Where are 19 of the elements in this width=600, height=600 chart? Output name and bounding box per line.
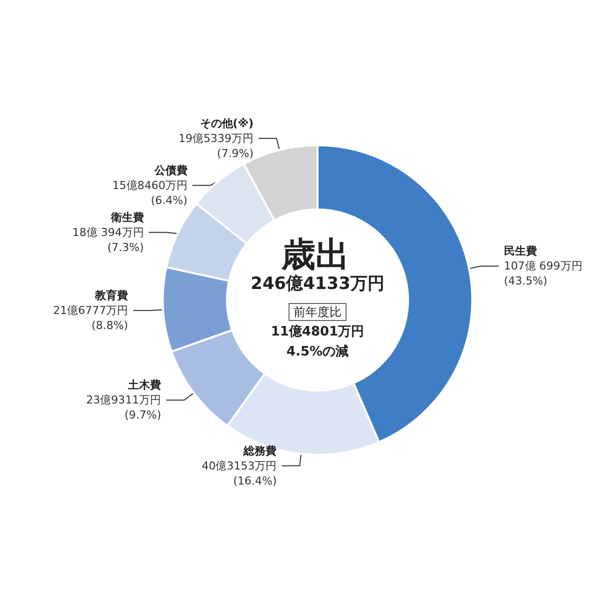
slice-label: 土木費: [127, 378, 162, 392]
data-label: 15億8460万円 (6.4%): [112, 178, 188, 207]
slice-label: 総務費: [242, 444, 277, 458]
data-label: 19億5339万円 (7.9%): [178, 132, 254, 160]
text: 4.5%の減: [286, 344, 349, 360]
text: 歳出: [280, 235, 350, 275]
data-label: 18億 394万円 (7.3%): [72, 226, 144, 254]
text: 11億4801万円: [270, 324, 364, 340]
slice-label: 衛生費: [110, 210, 144, 224]
data-label: 107億 699万円 (43.5%): [504, 260, 582, 288]
slice-label: 公債費: [153, 164, 188, 177]
slice-label: 教育費: [94, 288, 128, 302]
slice-label: 民生費: [504, 244, 537, 258]
text: 246億4133万円: [250, 274, 384, 294]
slice-label: その他(※): [200, 116, 254, 130]
text: 前年度比: [294, 305, 342, 319]
data-label: 23億9311万円 (9.7%): [86, 394, 162, 422]
data-label: 40億3153万円 (16.4%): [202, 459, 277, 488]
data-label: 21億6777万円 (8.8%): [53, 304, 128, 332]
